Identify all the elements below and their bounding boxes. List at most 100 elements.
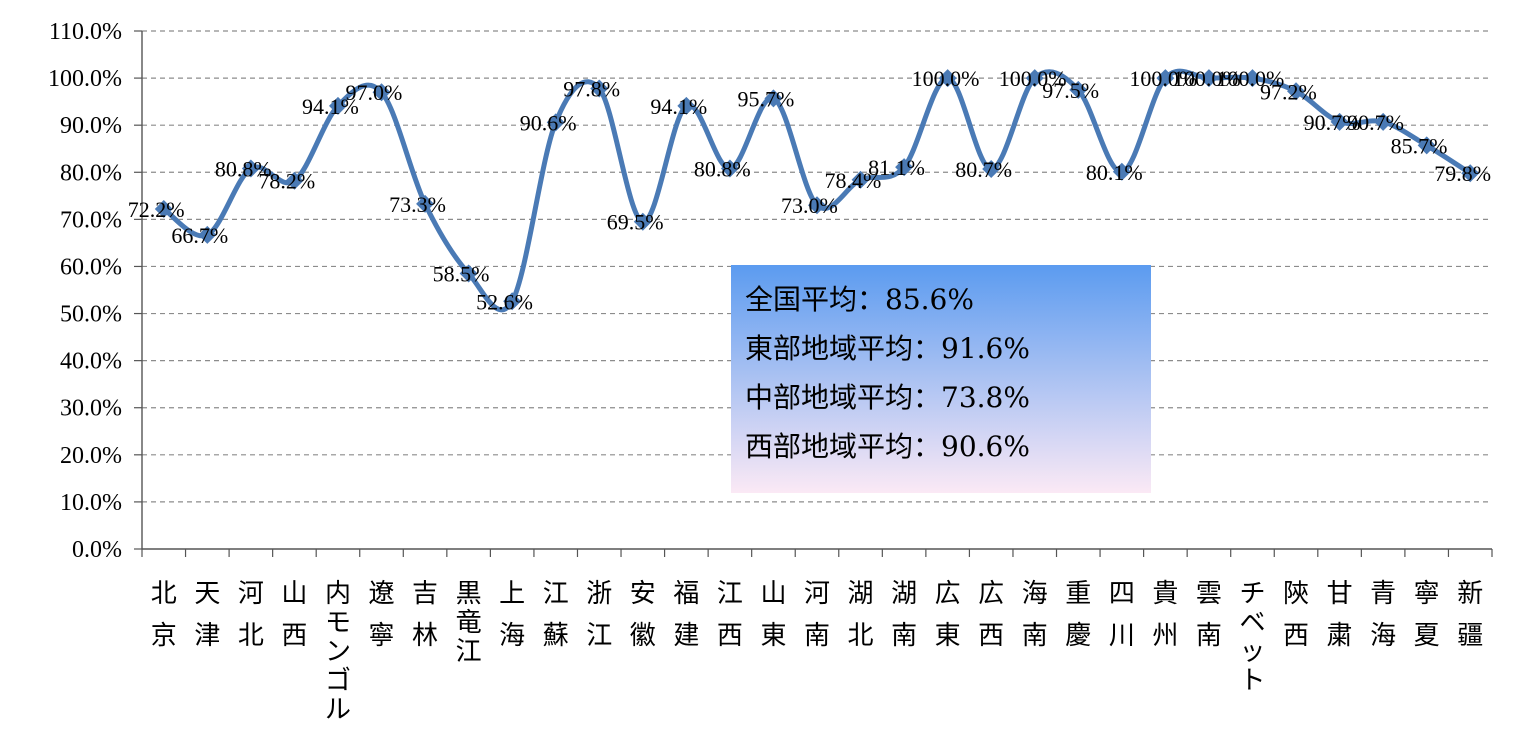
- annotation-line: 中部地域平均：73.8%: [745, 381, 1030, 414]
- data-label: 80.8%: [215, 157, 272, 182]
- data-label: 81.1%: [868, 155, 925, 180]
- x-category-label: チベット: [1239, 579, 1265, 696]
- data-point-marker: [198, 225, 217, 244]
- data-point-marker: [1287, 82, 1306, 101]
- x-category-label: 山東: [760, 579, 786, 651]
- data-point-marker: [895, 158, 914, 177]
- x-category-label: 河南: [804, 579, 830, 651]
- x-category-label: 吉林: [412, 579, 438, 651]
- data-point-marker: [241, 159, 260, 178]
- x-category-label: 重慶: [1065, 579, 1091, 651]
- data-point-marker: [546, 113, 565, 132]
- data-point-marker: [1330, 112, 1349, 131]
- y-tick-label: 80.0%: [60, 160, 122, 186]
- data-label: 73.3%: [389, 192, 446, 217]
- y-tick-label: 20.0%: [60, 443, 122, 469]
- data-label: 52.6%: [476, 289, 533, 314]
- x-category-label: 陝西: [1283, 579, 1309, 651]
- data-point-marker: [808, 196, 826, 215]
- x-category-label: 甘粛: [1327, 579, 1353, 651]
- y-tick-label: 40.0%: [60, 349, 122, 375]
- x-category-label: 福建: [673, 579, 699, 651]
- data-point-marker: [982, 159, 1001, 178]
- data-point-marker: [764, 89, 783, 108]
- data-point-marker: [1243, 69, 1262, 88]
- data-label: 73.0%: [781, 193, 838, 218]
- data-point-marker: [416, 194, 435, 213]
- y-axis-tick-labels: 0.0% 10.0% 20.0% 30.0% 40.0% 50.0% 60.0% 70.0% 8…: [48, 19, 122, 563]
- data-label: 100.0%: [999, 66, 1067, 91]
- x-category-label: 江蘇: [543, 579, 569, 651]
- data-label: 66.7%: [171, 223, 228, 248]
- annotation-line: 東部地域平均：91.6%: [745, 332, 1030, 365]
- data-point-marker: [851, 170, 870, 189]
- average-annotation-box: 全国平均：85.6% 東部地域平均：91.6% 中部地域平均：73.8% 西部地域平均…: [731, 265, 1151, 493]
- data-point-marker: [1417, 136, 1436, 155]
- data-label: 69.5%: [607, 210, 664, 235]
- data-point-marker: [1156, 69, 1175, 88]
- x-category-label: 湖南: [891, 579, 917, 651]
- x-category-label: 北京: [151, 579, 177, 651]
- data-label: 78.4%: [825, 168, 882, 193]
- x-category-label: 広西: [978, 579, 1004, 651]
- data-label: 97.5%: [1042, 78, 1099, 103]
- x-category-label: 寧夏: [1414, 579, 1440, 651]
- x-category-label: 江西: [717, 579, 743, 651]
- data-point-markers: [154, 69, 1480, 311]
- x-category-label: 山西: [281, 579, 307, 651]
- data-point-marker: [1025, 69, 1044, 88]
- axes: [134, 30, 1493, 557]
- data-label: 79.8%: [1434, 161, 1491, 186]
- y-tick-label: 10.0%: [60, 490, 122, 516]
- x-category-label: 浙江: [586, 579, 612, 651]
- x-category-label: 四川: [1109, 579, 1135, 651]
- data-label: 94.1%: [302, 94, 359, 119]
- x-category-label: 内モンゴル: [325, 579, 351, 725]
- x-axis-category-labels: 北京天津河北山西内モンゴル遼寧吉林黒竜江上海江蘇浙江安徽福建江西山東河南湖北湖南…: [151, 579, 1483, 725]
- y-tick-label: 100.0%: [48, 66, 122, 92]
- data-label: 80.8%: [694, 157, 751, 182]
- x-category-label: 天津: [194, 579, 220, 651]
- x-category-label: 青海: [1370, 579, 1396, 651]
- x-category-label: 上海: [499, 579, 525, 651]
- data-label: 97.8%: [563, 76, 620, 101]
- data-point-marker: [285, 171, 304, 190]
- data-label: 90.7%: [1347, 110, 1404, 135]
- annotation-line: 全国平均：85.6%: [745, 283, 974, 316]
- data-point-marker: [633, 212, 652, 231]
- x-category-label: 遼寧: [369, 579, 395, 651]
- data-labels: 72.2%66.7%80.8%78.2%94.1%97.0%73.3%58.5%…: [128, 66, 1491, 314]
- data-label: 97.2%: [1260, 79, 1317, 104]
- y-tick-label: 90.0%: [60, 113, 122, 139]
- data-point-marker: [1112, 162, 1131, 181]
- data-label: 78.2%: [258, 169, 315, 194]
- data-point-marker: [1199, 69, 1218, 88]
- data-label: 95.7%: [737, 86, 794, 111]
- x-category-label: 貴州: [1152, 579, 1178, 651]
- data-point-marker: [1461, 164, 1480, 183]
- data-point-marker: [590, 79, 609, 98]
- x-category-label: 海南: [1022, 579, 1048, 651]
- x-category-label: 湖北: [848, 579, 874, 651]
- x-category-label: 雲南: [1196, 579, 1222, 651]
- data-label: 100.0%: [912, 66, 980, 91]
- data-point-marker: [1069, 80, 1088, 99]
- data-label: 90.6%: [520, 110, 577, 135]
- data-label: 90.7%: [1304, 110, 1361, 135]
- data-point-marker: [1374, 112, 1393, 131]
- data-label: 100.0%: [1129, 66, 1197, 91]
- x-category-label: 安徽: [630, 579, 656, 651]
- data-point-marker: [720, 159, 739, 178]
- data-label: 100.0%: [1216, 66, 1284, 91]
- data-point-marker: [372, 83, 391, 102]
- data-point-marker: [503, 292, 522, 311]
- data-point-marker: [328, 96, 347, 115]
- y-tick-label: 70.0%: [60, 207, 122, 233]
- y-tick-label: 110.0%: [49, 19, 122, 45]
- x-category-label: 河北: [238, 579, 264, 651]
- x-category-label: 新疆: [1457, 579, 1483, 651]
- data-label: 58.5%: [433, 262, 490, 287]
- annotation-box-background: [731, 265, 1151, 493]
